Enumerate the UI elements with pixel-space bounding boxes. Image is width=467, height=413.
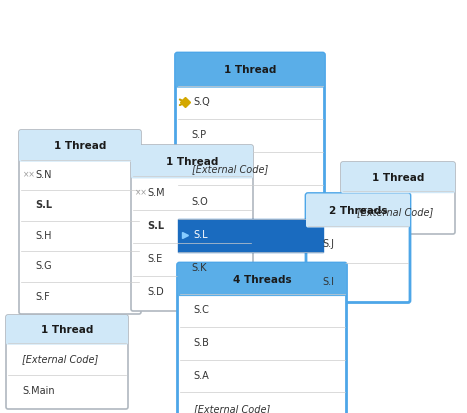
Text: 1 Thread: 1 Thread xyxy=(41,325,93,335)
Text: ××: ×× xyxy=(134,188,148,197)
Text: S.O: S.O xyxy=(191,197,208,207)
FancyBboxPatch shape xyxy=(177,263,347,296)
FancyBboxPatch shape xyxy=(306,194,410,228)
Text: S.B: S.B xyxy=(193,338,209,348)
FancyBboxPatch shape xyxy=(341,162,455,234)
Text: ××: ×× xyxy=(22,171,35,179)
Text: S.C: S.C xyxy=(193,306,209,316)
Text: S.G: S.G xyxy=(35,261,52,271)
Text: S.E: S.E xyxy=(147,254,162,264)
Text: 1 Thread: 1 Thread xyxy=(54,141,106,151)
Bar xyxy=(177,218,323,252)
Text: 4 Threads: 4 Threads xyxy=(233,275,291,285)
FancyBboxPatch shape xyxy=(6,315,128,409)
Text: S.N: S.N xyxy=(35,170,51,180)
Text: [External Code]: [External Code] xyxy=(357,206,433,216)
Text: 1 Thread: 1 Thread xyxy=(166,157,218,167)
FancyBboxPatch shape xyxy=(341,162,455,193)
Text: S.I: S.I xyxy=(322,277,334,287)
Text: S.M: S.M xyxy=(147,188,165,198)
FancyBboxPatch shape xyxy=(131,145,253,311)
FancyBboxPatch shape xyxy=(177,263,347,413)
Text: 2 Threads: 2 Threads xyxy=(329,206,387,216)
Text: S.D: S.D xyxy=(147,287,164,297)
Text: [External Code]: [External Code] xyxy=(191,164,268,174)
FancyBboxPatch shape xyxy=(19,130,141,162)
Text: 1 Thread: 1 Thread xyxy=(372,173,424,183)
Text: S.Main: S.Main xyxy=(22,386,55,396)
Text: S.P: S.P xyxy=(191,131,206,140)
Text: S.J: S.J xyxy=(322,239,334,249)
Text: S.L: S.L xyxy=(35,200,52,210)
Text: S.L: S.L xyxy=(147,221,164,231)
Text: [External Code]: [External Code] xyxy=(22,354,98,364)
Text: [External Code]: [External Code] xyxy=(193,404,270,413)
Text: S.L: S.L xyxy=(193,230,208,240)
FancyBboxPatch shape xyxy=(306,194,410,302)
Text: S.A: S.A xyxy=(193,371,209,381)
FancyBboxPatch shape xyxy=(131,145,253,178)
Text: S.Q: S.Q xyxy=(193,97,210,107)
FancyBboxPatch shape xyxy=(176,53,325,88)
FancyBboxPatch shape xyxy=(19,130,141,314)
FancyBboxPatch shape xyxy=(176,53,325,287)
Text: 1 Thread: 1 Thread xyxy=(224,65,276,75)
Text: S.F: S.F xyxy=(35,292,50,302)
Text: S.H: S.H xyxy=(35,231,51,241)
FancyBboxPatch shape xyxy=(6,315,128,345)
Text: S.K: S.K xyxy=(191,263,207,273)
